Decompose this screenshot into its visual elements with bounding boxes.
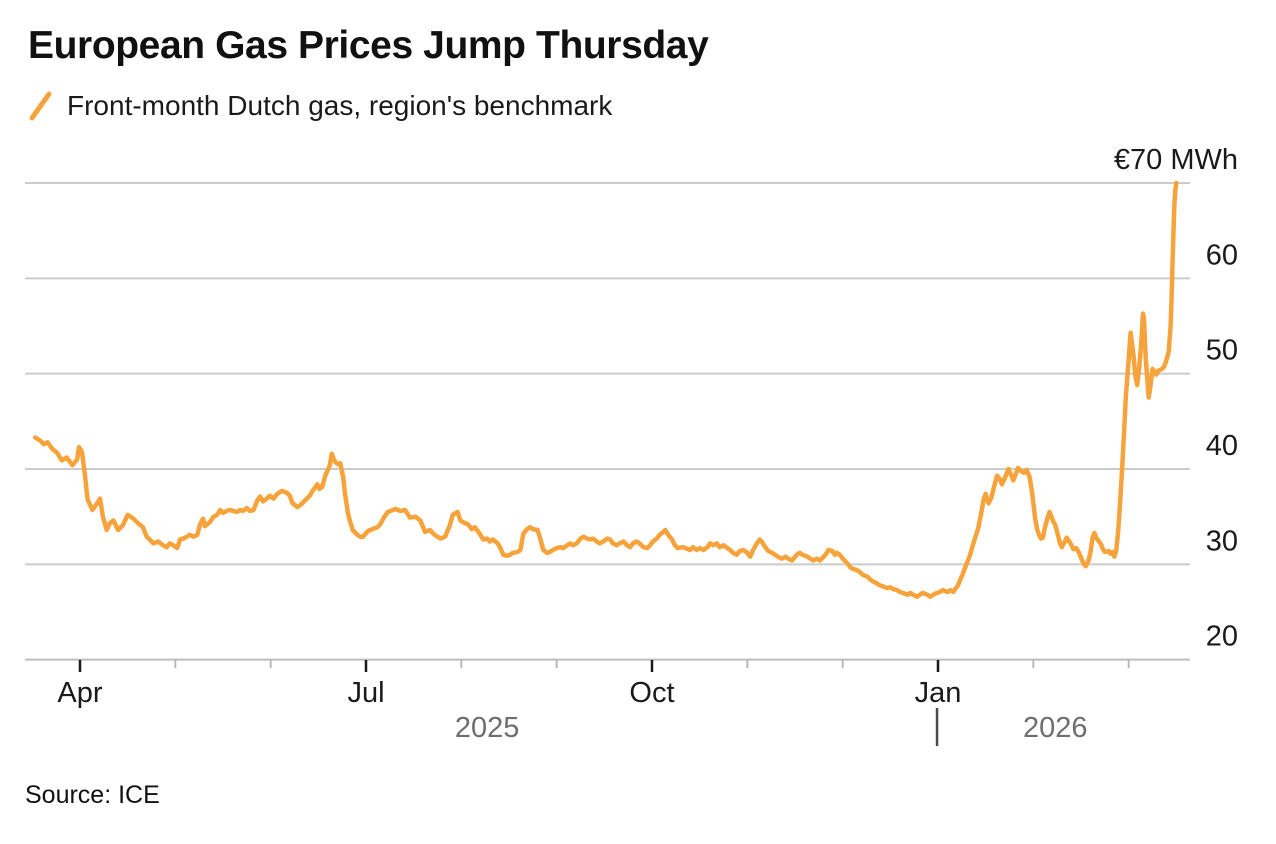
- x-axis-label-jul: Jul: [347, 677, 384, 709]
- y-axis-label-40: 40: [1206, 430, 1238, 462]
- x-axis-label-apr: Apr: [57, 677, 102, 709]
- y-axis-label-60: 60: [1206, 239, 1238, 271]
- year-label-2026: 2026: [1023, 712, 1088, 744]
- x-axis-label-jan: Jan: [915, 677, 962, 709]
- y-axis-label-30: 30: [1206, 525, 1238, 557]
- y-axis-unit-label: €70 MWh: [1114, 144, 1238, 176]
- year-label-2025: 2025: [455, 712, 520, 744]
- price-line: [32, 180, 1179, 599]
- y-axis-label-50: 50: [1206, 335, 1238, 367]
- chart-title: European Gas Prices Jump Thursday: [28, 24, 709, 67]
- chart-legend: Front-month Dutch gas, region's benchmar…: [28, 90, 612, 122]
- y-axis-label-20: 20: [1206, 621, 1238, 653]
- legend-label: Front-month Dutch gas, region's benchmar…: [67, 90, 613, 121]
- source-note: Source: ICE: [25, 781, 160, 809]
- legend-slash-icon: [29, 91, 52, 121]
- x-axis-label-oct: Oct: [629, 677, 674, 709]
